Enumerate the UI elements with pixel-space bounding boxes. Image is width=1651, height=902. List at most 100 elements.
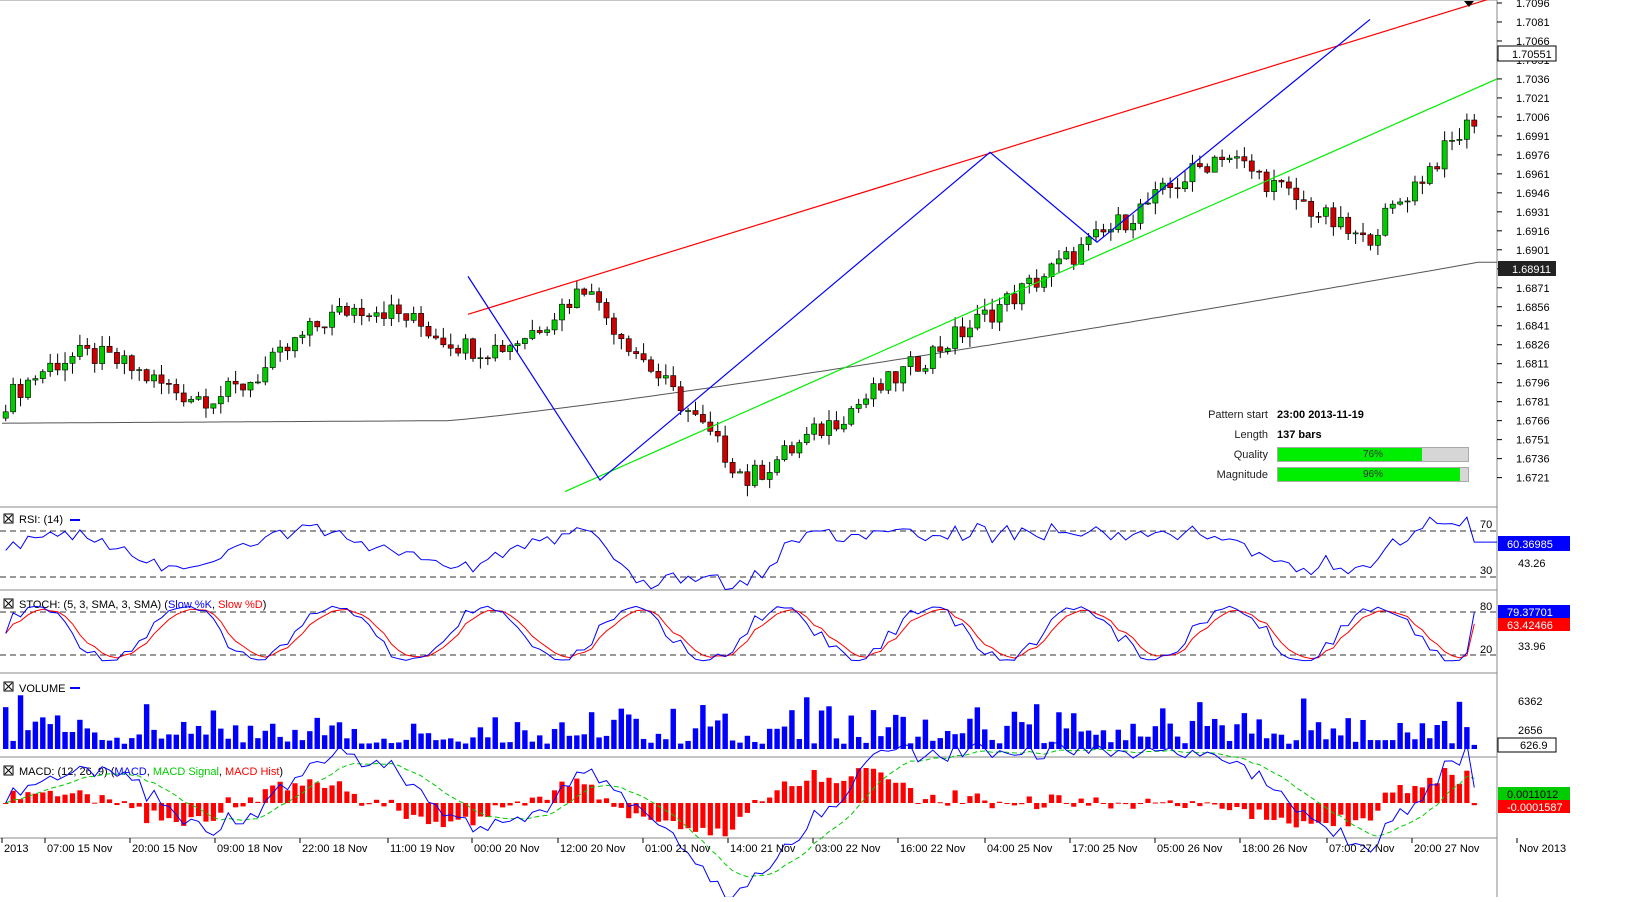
current-price-label: 1.70551 [1512, 49, 1552, 61]
volume-bar [1019, 722, 1025, 749]
macd-hist-bar [359, 803, 365, 806]
volume-bar [1471, 744, 1477, 749]
macd-hist-bar [55, 796, 61, 803]
volume-bar [937, 738, 943, 749]
candle [470, 338, 476, 359]
candle [1189, 163, 1196, 183]
macd-hist-bar [514, 801, 521, 803]
macd-hist-bar [77, 790, 83, 803]
candle [143, 369, 150, 382]
volume-bar [396, 742, 402, 749]
volume-bar [774, 728, 780, 749]
price-tick-label: 1.6826 [1516, 340, 1550, 352]
candle [1389, 203, 1396, 209]
volume-bar [1278, 734, 1285, 749]
candle [1137, 203, 1144, 224]
candle [1056, 258, 1062, 265]
price-tick-label: 1.7021 [1516, 93, 1550, 105]
macd-hist-bar [544, 799, 550, 803]
macd-hist-bar [292, 783, 298, 803]
volume-bar [796, 739, 803, 749]
candle [1004, 293, 1010, 305]
candle [433, 335, 439, 339]
volume-bar [1211, 718, 1218, 749]
volume-bar [826, 706, 832, 749]
time-axis-label: 05:00 26 Nov [1157, 843, 1223, 855]
macd-hist-bar [1315, 803, 1322, 823]
candle [1100, 229, 1107, 233]
time-axis-label: 07:00 15 Nov [47, 843, 113, 855]
volume-bar [952, 734, 958, 749]
price-tick-label: 1.6796 [1516, 378, 1550, 390]
rsi-panel: RSI: (14) 70 30 43.26 60.36985 [0, 513, 1570, 591]
volume-bar [848, 715, 854, 749]
macd-hist-bar [92, 802, 98, 804]
magnitude-bar-fill [1278, 468, 1461, 481]
macd-hist-bar [240, 803, 246, 807]
candle [173, 384, 180, 394]
candle [781, 445, 788, 461]
candle [1419, 181, 1426, 184]
volume-bar [833, 738, 840, 749]
volume-bar [677, 743, 684, 749]
volume-bar [121, 743, 128, 749]
candle [944, 348, 951, 352]
volume-bar [1145, 736, 1151, 749]
time-axis-label: 22:00 18 Nov [302, 843, 368, 855]
price-tick-label: 1.6721 [1516, 473, 1550, 485]
macd-hist-bar [611, 803, 617, 807]
macd-hist-bar [1182, 803, 1188, 809]
macd-value-box [1498, 787, 1570, 800]
candle [603, 302, 610, 319]
macd-hist-bar [930, 794, 936, 803]
pattern-start-value: 23:00 2013-11-19 [1277, 409, 1364, 421]
volume-bar [1241, 713, 1248, 749]
stoch-panel: STOCH: (5, 3, SMA, 3, SMA) (Slow %K, Slo… [0, 598, 1570, 674]
candle [1397, 201, 1404, 205]
macd-hist-bar [1427, 777, 1433, 803]
macd-hist-bar [1256, 803, 1262, 810]
macd-hist-bar [781, 781, 788, 803]
volume-bar [915, 736, 921, 749]
macd-hist-value-label: -0.0001587 [1507, 802, 1563, 814]
macd-hist-bar [99, 795, 105, 803]
macd-hist-bar [373, 799, 380, 803]
candle [737, 471, 743, 474]
candle [329, 311, 335, 328]
macd-hist-bar [959, 803, 966, 804]
candle [306, 321, 313, 336]
macd-hist-bar [952, 790, 958, 803]
candle [692, 410, 699, 415]
candle [529, 330, 536, 339]
candle [418, 313, 424, 327]
macd-hist-bar [774, 790, 780, 803]
volume-bar [692, 728, 699, 749]
pattern-start-label: Pattern start [1208, 409, 1268, 421]
macd-hist-bar [1301, 803, 1307, 822]
macd-hist-bar [1011, 803, 1018, 806]
macd-hist-bar [1278, 803, 1285, 818]
macd-hist-bar [1264, 803, 1270, 820]
candle [618, 334, 625, 340]
volume-bar [255, 738, 261, 749]
candle [967, 327, 973, 338]
volume-bar [685, 740, 691, 749]
candle [766, 472, 773, 480]
volume-bar [633, 718, 639, 749]
volume-bar [1152, 726, 1159, 749]
volume-bar [863, 742, 869, 749]
candle [136, 369, 143, 371]
candle [1041, 276, 1047, 288]
macd-hist-bar [1152, 802, 1158, 804]
candle [91, 348, 98, 364]
volume-bar [640, 738, 647, 749]
macd-hist-bar [492, 803, 498, 806]
candle [952, 326, 958, 349]
macd-hist-bar [1137, 803, 1144, 804]
volume-bar [670, 708, 676, 749]
macd-hist-bar [648, 803, 654, 820]
candle [1293, 187, 1300, 200]
candle [1463, 119, 1470, 140]
candle [314, 321, 321, 328]
macd-hist-bar [396, 803, 402, 811]
